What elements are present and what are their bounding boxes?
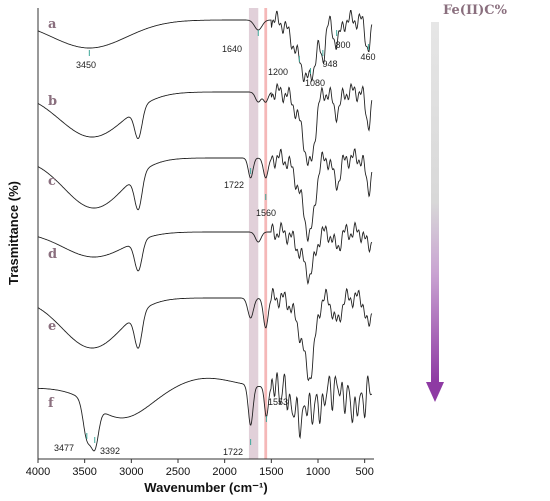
peak-label: 1080 bbox=[305, 78, 325, 88]
x-tick-label: 4000 bbox=[26, 466, 50, 478]
peak-label: 800 bbox=[335, 40, 350, 50]
peak-label: 1640 bbox=[222, 44, 242, 54]
peak-label: 1200 bbox=[268, 67, 288, 77]
spectrum-line-d bbox=[37, 221, 373, 285]
sample-label-d: d bbox=[48, 247, 57, 262]
spectrum-line-c bbox=[37, 148, 373, 243]
peak-label: 3392 bbox=[100, 446, 120, 456]
sample-label-a: a bbox=[48, 17, 57, 32]
x-tick-label: 1500 bbox=[259, 466, 283, 478]
x-tick-label: 2500 bbox=[166, 466, 190, 478]
peak-label: 1722 bbox=[224, 180, 244, 190]
x-tick-label: 3500 bbox=[72, 466, 96, 478]
fe-content-arrow-icon bbox=[426, 382, 444, 402]
fe-content-legend-title: Fe(II)C% bbox=[443, 3, 508, 18]
spectrum-line-e bbox=[37, 287, 373, 382]
peak-label: 460 bbox=[360, 52, 375, 62]
x-tick-label: 2000 bbox=[212, 466, 236, 478]
x-tick-label: 1000 bbox=[306, 466, 330, 478]
fe-content-arrow-shaft bbox=[431, 22, 439, 382]
x-axis-title: Wavenumber (cm⁻¹) bbox=[144, 480, 267, 495]
spectrum-line-b bbox=[37, 82, 373, 167]
sample-label-c: c bbox=[48, 174, 56, 189]
peak-label: 1722 bbox=[223, 447, 243, 457]
sample-label-e: e bbox=[48, 319, 56, 334]
y-axis-title: Trasmittance (%) bbox=[6, 181, 21, 285]
highlight-band-1 bbox=[248, 8, 259, 459]
sample-label-b: b bbox=[48, 94, 57, 109]
peak-label: 1560 bbox=[256, 208, 276, 218]
highlight-band-2 bbox=[264, 8, 268, 459]
spectrum-line-f bbox=[37, 372, 373, 452]
peak-label: 3477 bbox=[54, 443, 74, 453]
peak-label: 948 bbox=[322, 59, 337, 69]
peak-label: 1553 bbox=[268, 397, 288, 407]
peak-label: 3450 bbox=[76, 60, 96, 70]
x-tick-label: 500 bbox=[355, 466, 373, 478]
sample-label-f: f bbox=[48, 396, 55, 411]
x-tick-label: 3000 bbox=[119, 466, 143, 478]
spectrum-line-a bbox=[37, 10, 373, 83]
